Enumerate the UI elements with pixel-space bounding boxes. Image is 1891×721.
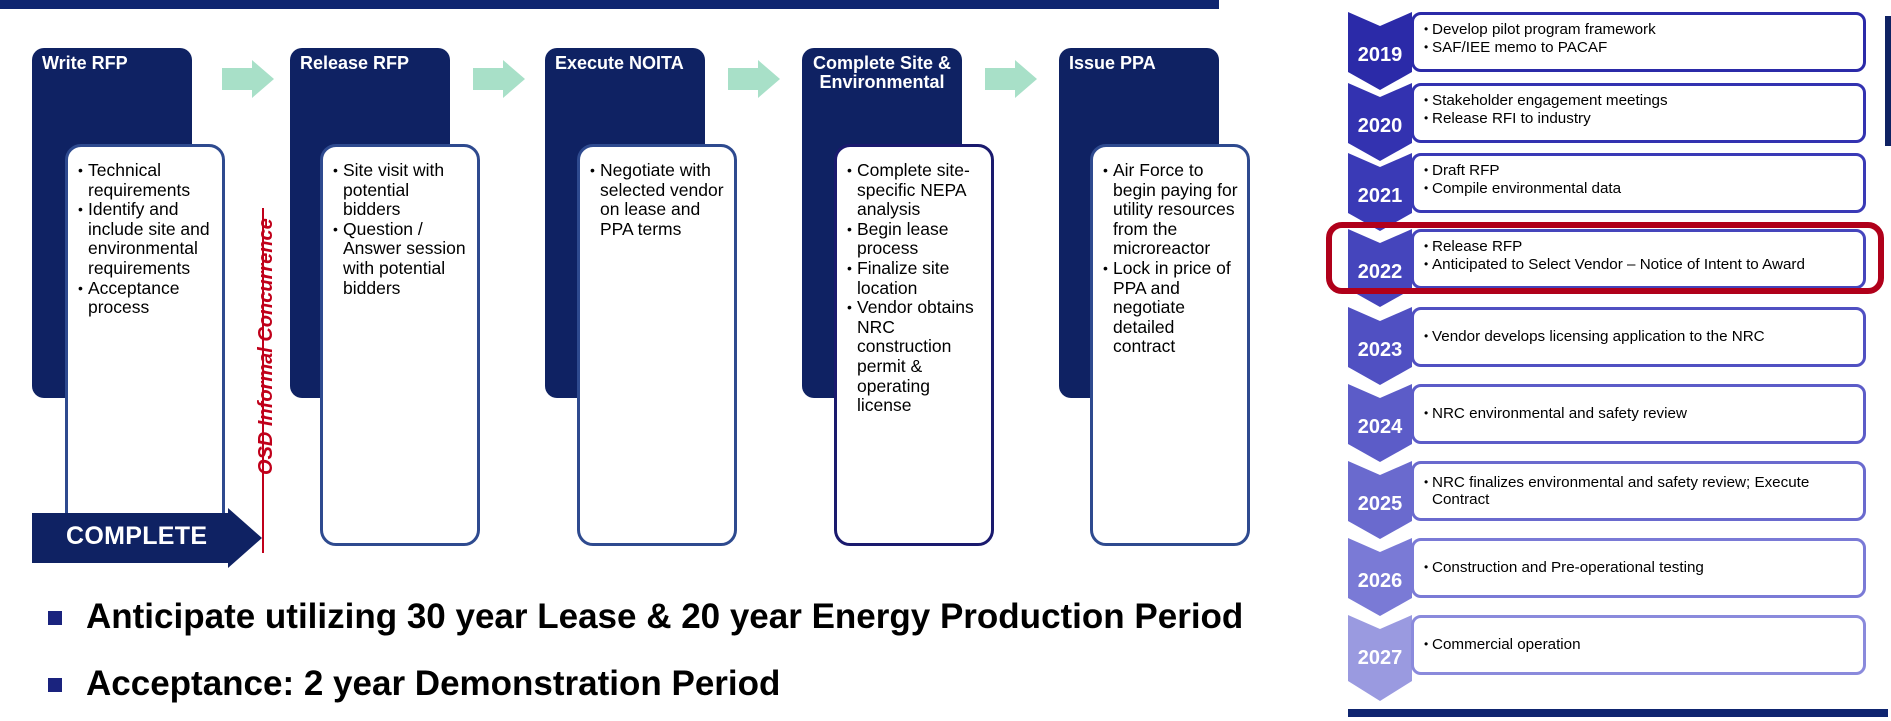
- concurrence-line: [262, 208, 264, 553]
- square-bullet-icon: [48, 678, 62, 692]
- step-bullet: Lock in price of PPA and negotiate detai…: [1103, 258, 1241, 357]
- timeline-year: 2022: [1357, 261, 1403, 283]
- timeline-year: 2023: [1357, 339, 1403, 361]
- step-write-rfp-card: Technical requirements Identify and incl…: [65, 144, 225, 546]
- timeline-box: Vendor develops licensing application to…: [1411, 307, 1866, 367]
- timeline-year: 2025: [1357, 493, 1403, 515]
- timeline-year: 2024: [1357, 416, 1403, 438]
- timeline-item: Draft RFP: [1424, 162, 1853, 180]
- timeline-row-2024: 2024 NRC environmental and safety review: [1348, 384, 1866, 462]
- step-bullet: Vendor obtains NRC construction permit &…: [847, 297, 985, 416]
- step-bullet: Technical requirements: [78, 160, 216, 200]
- step-bullet: Identify and include site and environmen…: [78, 199, 216, 278]
- timeline-year: 2019: [1357, 44, 1403, 66]
- note-text: Anticipate utilizing 30 year Lease & 20 …: [86, 597, 1244, 636]
- timeline-row-2027: 2027 Commercial operation: [1348, 615, 1866, 701]
- step-bullet: Question / Answer session with potential…: [333, 219, 471, 298]
- timeline-item: Release RFP: [1424, 238, 1853, 256]
- step-complete-site-card: Complete site-specific NEPA analysis Beg…: [834, 144, 994, 546]
- step-bullet: Air Force to begin paying for utility re…: [1103, 160, 1241, 259]
- note-text: Acceptance: 2 year Demonstration Period: [86, 664, 781, 703]
- step-bullet: Begin lease process: [847, 219, 985, 259]
- step-bullet: Finalize site location: [847, 258, 985, 298]
- step-bullet: Complete site-specific NEPA analysis: [847, 160, 985, 220]
- step-title: Issue PPA: [1069, 53, 1156, 73]
- step-title: Complete Site & Environmental: [812, 53, 952, 92]
- timeline-item: Release RFI to industry: [1424, 110, 1853, 128]
- timeline-year: 2026: [1357, 570, 1403, 592]
- chevron-down-icon: [1348, 229, 1412, 307]
- chevron-down-icon: [1348, 153, 1412, 231]
- square-bullet-icon: [48, 611, 62, 625]
- timeline-box: NRC finalizes environmental and safety r…: [1411, 461, 1866, 521]
- step-bullet: Acceptance process: [78, 278, 216, 318]
- timeline-item: NRC finalizes environmental and safety r…: [1424, 474, 1853, 509]
- step-release-rfp-card: Site visit with potential bidders Questi…: [320, 144, 480, 546]
- chevron-down-icon: [1348, 384, 1412, 462]
- concurrence-label: OSD Informal Concurrence: [255, 218, 277, 475]
- complete-banner: COMPLETE: [32, 508, 262, 568]
- step-execute-noita-card: Negotiate with selected vendor on lease …: [577, 144, 737, 546]
- step-bullet: Site visit with potential bidders: [333, 160, 471, 220]
- right-arrow-icon: [728, 60, 780, 98]
- timeline-year: 2021: [1357, 185, 1403, 207]
- timeline-box: Commercial operation: [1411, 615, 1866, 675]
- chevron-down-icon: [1348, 538, 1412, 616]
- timeline-item: Commercial operation: [1424, 636, 1581, 654]
- step-title: Write RFP: [42, 53, 128, 73]
- edge-bar: [1885, 16, 1891, 146]
- timeline-item: Stakeholder engagement meetings: [1424, 92, 1853, 110]
- step-bullet: Negotiate with selected vendor on lease …: [590, 160, 728, 239]
- timeline-item: NRC environmental and safety review: [1424, 405, 1687, 423]
- timeline-year: 2020: [1357, 115, 1403, 137]
- timeline-item: Vendor develops licensing application to…: [1424, 328, 1765, 346]
- right-arrow-icon: [985, 60, 1037, 98]
- timeline-row-2021: 2021 Draft RFP Compile environmental dat…: [1348, 153, 1866, 231]
- chevron-down-icon: [1348, 83, 1412, 161]
- timeline-box: Develop pilot program framework SAF/IEE …: [1411, 12, 1866, 72]
- complete-label: COMPLETE: [66, 522, 208, 550]
- step-title: Release RFP: [300, 53, 410, 73]
- complete-arrow-icon: [32, 508, 262, 568]
- right-arrow-icon: [222, 60, 274, 98]
- timeline-box: Stakeholder engagement meetings Release …: [1411, 83, 1866, 143]
- right-arrow-icon: [473, 60, 525, 98]
- bottom-rule: [1348, 709, 1888, 717]
- timeline-row-2022: 2022 Release RFP Anticipated to Select V…: [1348, 229, 1866, 307]
- timeline-box: Draft RFP Compile environmental data: [1411, 153, 1866, 213]
- timeline-year: 2027: [1357, 647, 1403, 669]
- chevron-down-icon: [1348, 615, 1412, 701]
- timeline-row-2023: 2023 Vendor develops licensing applicati…: [1348, 307, 1866, 385]
- step-title: Execute NOITA: [555, 53, 684, 73]
- timeline-row-2025: 2025 NRC finalizes environmental and saf…: [1348, 461, 1866, 539]
- timeline-item: Construction and Pre-operational testing: [1424, 559, 1704, 577]
- current-year-highlight: [1326, 222, 1884, 294]
- timeline-box: NRC environmental and safety review: [1411, 384, 1866, 444]
- chevron-down-icon: [1348, 12, 1412, 90]
- chevron-down-icon: [1348, 461, 1412, 539]
- timeline-item: Anticipated to Select Vendor – Notice of…: [1424, 256, 1853, 274]
- step-issue-ppa-card: Air Force to begin paying for utility re…: [1090, 144, 1250, 546]
- top-rule: [0, 0, 1219, 9]
- timeline-row-2019: 2019 Develop pilot program framework SAF…: [1348, 12, 1866, 90]
- chevron-down-icon: [1348, 307, 1412, 385]
- timeline-row-2020: 2020 Stakeholder engagement meetings Rel…: [1348, 83, 1866, 161]
- timeline-item: Develop pilot program framework: [1424, 21, 1853, 39]
- timeline-box: Release RFP Anticipated to Select Vendor…: [1411, 229, 1866, 289]
- timeline-row-2026: 2026 Construction and Pre-operational te…: [1348, 538, 1866, 616]
- timeline-box: Construction and Pre-operational testing: [1411, 538, 1866, 598]
- timeline-item: SAF/IEE memo to PACAF: [1424, 39, 1853, 57]
- timeline-item: Compile environmental data: [1424, 180, 1853, 198]
